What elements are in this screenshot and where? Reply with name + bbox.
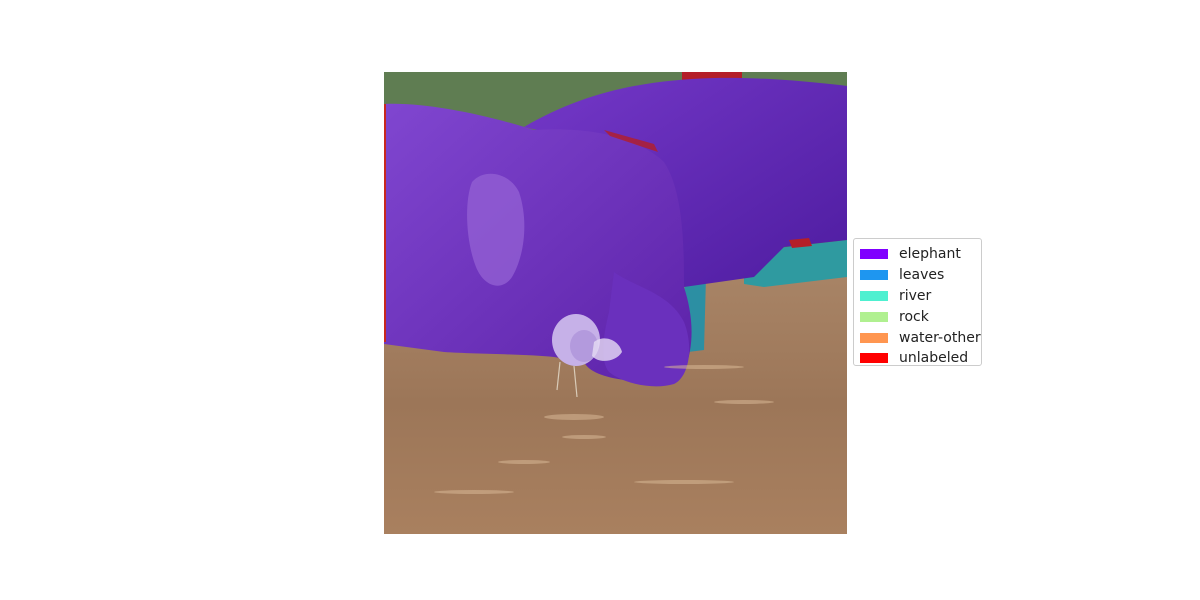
drip — [573, 365, 578, 398]
splash — [592, 338, 622, 361]
legend-item: river — [860, 286, 981, 307]
legend: elephant leaves river rock water-other u… — [853, 238, 982, 366]
legend-label: rock — [899, 308, 929, 325]
legend-label: water-other — [899, 329, 981, 346]
unlabeled-region-top — [682, 72, 742, 80]
legend-label: unlabeled — [899, 350, 969, 367]
drip — [556, 361, 561, 391]
legend-swatch — [860, 353, 888, 364]
legend-label: elephant — [899, 246, 961, 263]
legend-item: unlabeled — [860, 348, 981, 369]
legend-swatch — [860, 290, 888, 301]
legend-item: leaves — [860, 265, 981, 286]
unlabeled-edge-right — [789, 238, 812, 248]
segmentation-image — [384, 72, 847, 534]
legend-item: water-other — [860, 327, 981, 348]
elephant-back — [524, 77, 847, 287]
ball-shade — [570, 330, 598, 362]
segmentation-overlay — [384, 72, 847, 534]
elephant-ear — [467, 173, 525, 286]
legend-swatch — [860, 311, 888, 322]
legend-swatch — [860, 249, 888, 260]
legend-item: elephant — [860, 244, 981, 265]
unlabeled-edge — [384, 104, 386, 342]
water-highlights — [434, 365, 774, 494]
legend-swatch — [860, 270, 888, 281]
legend-label: river — [899, 287, 932, 304]
unlabeled-edge-left — [604, 130, 658, 152]
legend-swatch — [860, 332, 888, 343]
legend-label: leaves — [899, 267, 945, 284]
legend-item: rock — [860, 306, 981, 327]
elephant-trunk — [603, 272, 690, 387]
